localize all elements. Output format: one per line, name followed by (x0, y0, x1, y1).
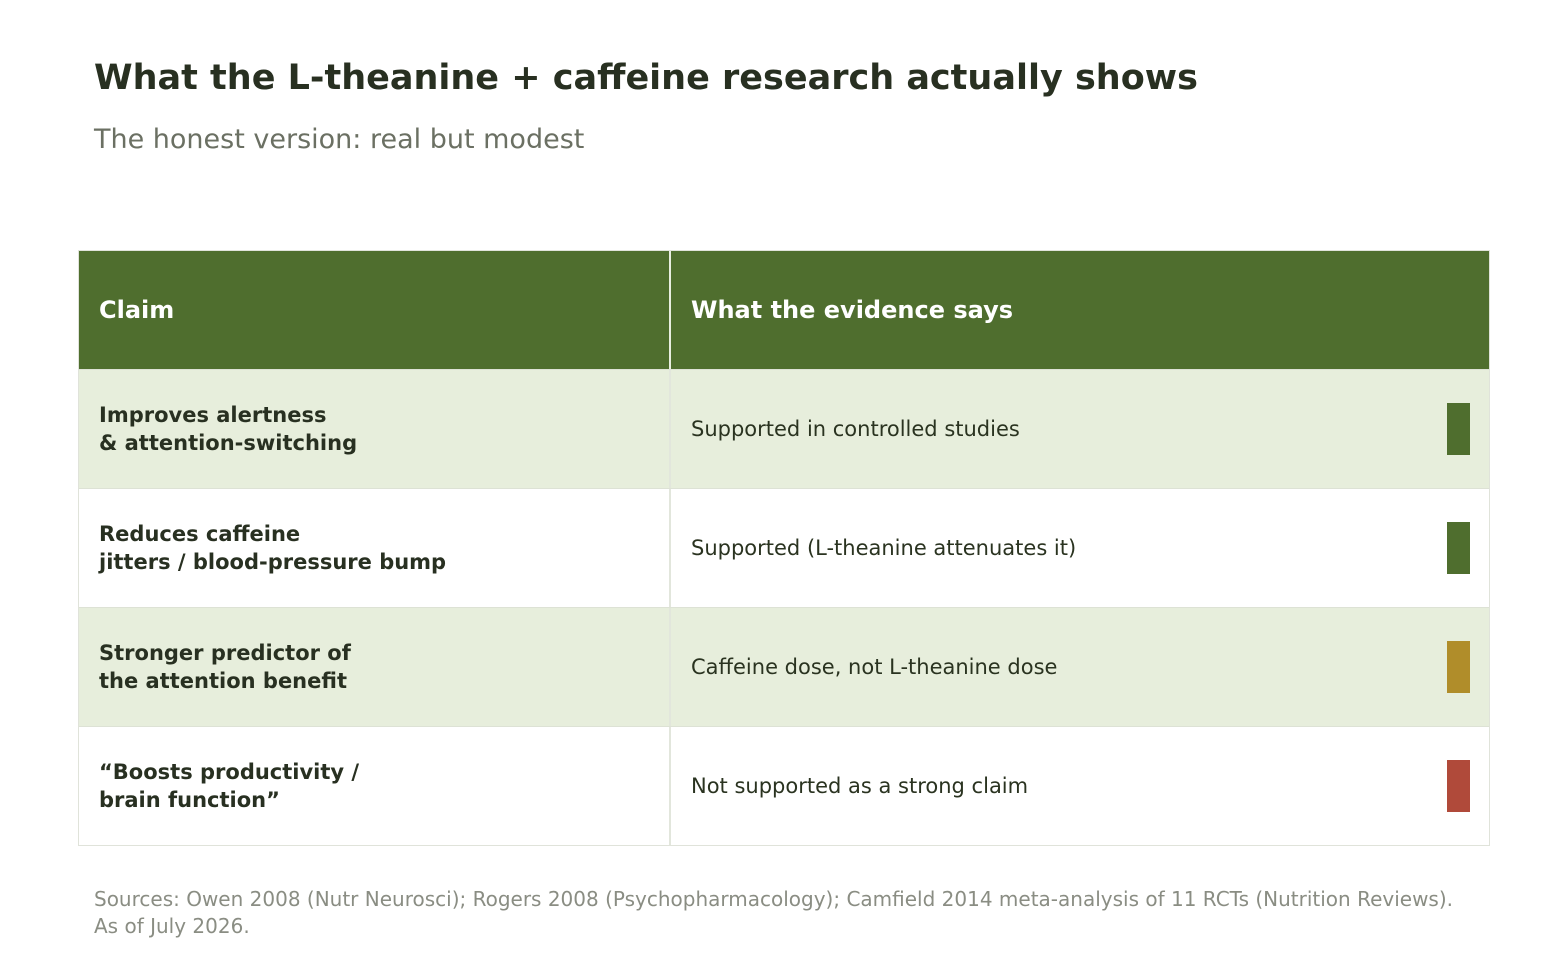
table-row: Reduces caffeine jitters / blood-pressur… (79, 488, 1489, 607)
claim-text: Improves alertness & attention-switching (99, 403, 358, 455)
claim-text: “Boosts productivity / brain function” (99, 760, 360, 812)
table-row: Improves alertness & attention-switching… (79, 369, 1489, 488)
status-indicator (1447, 641, 1470, 693)
claim-text: Stronger predictor of the attention bene… (99, 641, 351, 693)
evidence-text: Supported (L-theanine attenuates it) (691, 536, 1077, 560)
status-indicator (1447, 522, 1470, 574)
evidence-text: Not supported as a strong claim (691, 774, 1029, 798)
status-indicator (1447, 403, 1470, 455)
header-evidence: What the evidence says (691, 296, 1013, 324)
evidence-table: Claim What the evidence says Improves al… (78, 250, 1490, 846)
table-row: Stronger predictor of the attention bene… (79, 607, 1489, 726)
claim-text: Reduces caffeine jitters / blood-pressur… (99, 522, 447, 574)
status-indicator (1447, 760, 1470, 812)
table-row: “Boosts productivity / brain function” N… (79, 726, 1489, 845)
table-header-row: Claim What the evidence says (79, 251, 1489, 369)
evidence-text: Caffeine dose, not L-theanine dose (691, 655, 1058, 679)
page-title: What the L-theanine + caffeine research … (94, 58, 1198, 98)
sources-footnote: Sources: Owen 2008 (Nutr Neurosci); Roge… (94, 887, 1454, 938)
page-subtitle: The honest version: real but modest (94, 124, 585, 155)
header-claim: Claim (79, 251, 671, 369)
evidence-text: Supported in controlled studies (691, 417, 1020, 441)
